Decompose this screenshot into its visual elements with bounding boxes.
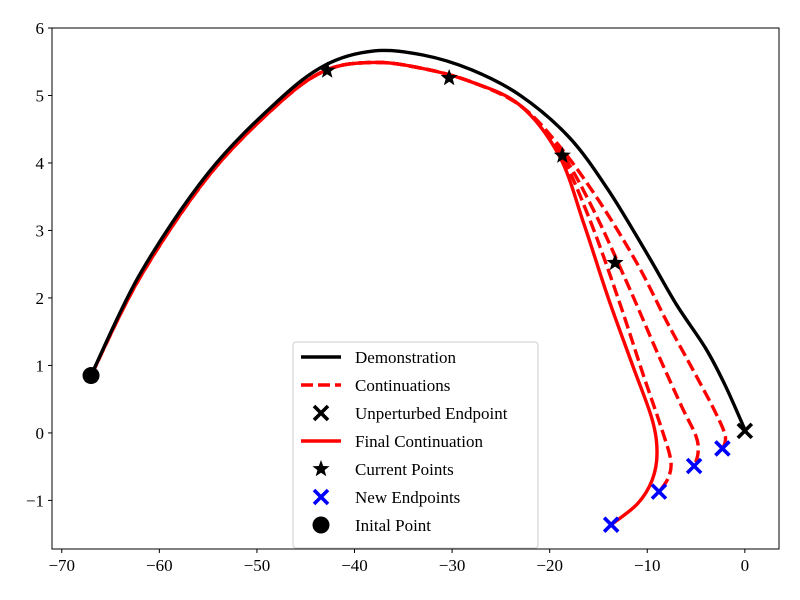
unperturbed-endpoint-marker — [736, 422, 754, 440]
legend-label: Current Points — [355, 460, 454, 479]
legend-label: Inital Point — [355, 516, 431, 535]
marker-layer — [82, 61, 754, 533]
new-endpoint-marker — [650, 483, 668, 500]
series-line-final-continuation-4 — [89, 60, 659, 527]
new-endpoint-marker-stroke-1 — [714, 440, 731, 457]
new-endpoint-marker-stroke-1 — [602, 516, 620, 533]
y-tick-label: 4 — [36, 154, 45, 173]
legend-label: Final Continuation — [355, 432, 483, 451]
unperturbed-endpoint-marker-stroke-1 — [736, 422, 754, 440]
legend: Demonstration Continuations Unperturbed En… — [292, 341, 539, 549]
legend-label: Unperturbed Endpoint — [355, 404, 508, 423]
y-tick-label: 0 — [36, 424, 45, 443]
legend-label: Continuations — [355, 376, 450, 395]
plot-frame — [51, 27, 780, 550]
legend-entry-new-endpoints: New Endpoints — [312, 488, 460, 507]
new-endpoint-marker — [685, 457, 703, 475]
current-point-marker — [553, 146, 571, 163]
new-endpoint-marker — [602, 516, 620, 533]
y-tick-label: 6 — [36, 19, 45, 38]
legend-entry-inital-point: Inital Point — [312, 516, 431, 535]
x-tick-label: 0 — [741, 556, 750, 575]
x-tick-label: −10 — [634, 556, 661, 575]
x-tick-label: −70 — [48, 556, 75, 575]
series-layer — [89, 48, 747, 527]
x-tick-label: −40 — [341, 556, 368, 575]
y-tick-label: 1 — [36, 356, 45, 375]
current-point-marker — [440, 68, 458, 86]
legend-swatch-x — [312, 488, 330, 506]
legend-swatch-x-stroke-1 — [312, 488, 330, 506]
new-endpoint-marker-stroke-1 — [650, 483, 668, 500]
legend-entry-continuations: Continuations — [301, 376, 450, 395]
y-tick-label: 5 — [36, 86, 45, 105]
legend-label: New Endpoints — [355, 488, 460, 507]
x-tick-label: −20 — [536, 556, 563, 575]
x-tick-label: −30 — [439, 556, 466, 575]
legend-label: Demonstration — [355, 348, 457, 367]
legend-box — [292, 341, 539, 549]
legend-swatch-star — [312, 460, 330, 477]
current-point-marker — [318, 61, 336, 78]
legend-entry-current-points: Current Points — [312, 460, 454, 479]
y-tick-label: 3 — [36, 221, 45, 240]
legend-entry-unperturbed-endpoint: Unperturbed Endpoint — [312, 404, 508, 423]
legend-entry-final-continuation: Final Continuation — [301, 432, 483, 451]
new-endpoint-marker-stroke-1 — [685, 457, 703, 475]
x-tick-label: −50 — [244, 556, 271, 575]
legend-swatch-circle — [312, 516, 330, 534]
initial-point-marker — [82, 367, 100, 385]
y-tick-label: −1 — [26, 491, 44, 510]
current-point-marker — [606, 253, 624, 271]
y-tick-label: 2 — [36, 289, 45, 308]
new-endpoint-marker — [714, 440, 731, 457]
legend-entry-demonstration: Demonstration — [301, 348, 457, 367]
legend-swatch-x — [312, 404, 330, 422]
x-tick-label: −60 — [146, 556, 173, 575]
series-line-demonstration-0 — [89, 48, 747, 431]
legend-swatch-x-stroke-1 — [312, 404, 330, 422]
